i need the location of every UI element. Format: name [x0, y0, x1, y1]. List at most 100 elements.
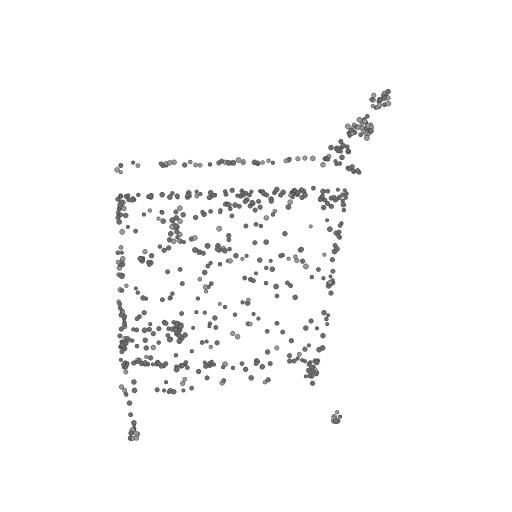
point	[181, 388, 186, 393]
point	[115, 259, 121, 265]
point	[203, 363, 209, 369]
point	[229, 187, 235, 193]
point	[253, 222, 259, 227]
point	[333, 159, 338, 164]
point	[126, 193, 131, 198]
point	[118, 193, 123, 198]
point	[211, 193, 216, 198]
point	[167, 230, 174, 237]
point	[338, 149, 343, 154]
point	[182, 377, 187, 382]
point	[174, 229, 180, 235]
point	[325, 218, 330, 223]
point	[178, 323, 184, 330]
point	[177, 266, 183, 272]
point	[202, 310, 207, 315]
point	[326, 313, 331, 318]
point	[264, 349, 271, 355]
point	[173, 353, 179, 358]
point	[303, 263, 309, 270]
point	[325, 200, 330, 206]
point	[115, 196, 121, 202]
point	[356, 117, 363, 123]
point	[185, 365, 190, 370]
point	[156, 216, 161, 221]
point	[264, 328, 270, 334]
point	[338, 138, 344, 145]
point	[208, 344, 213, 350]
point	[202, 284, 208, 290]
point	[226, 202, 232, 208]
point	[207, 162, 213, 167]
point	[182, 332, 188, 338]
point	[285, 280, 290, 286]
point	[266, 158, 271, 163]
point	[302, 192, 308, 199]
point	[118, 326, 124, 332]
point	[146, 326, 152, 333]
point	[287, 358, 293, 364]
point	[320, 204, 327, 211]
point	[371, 92, 377, 98]
point	[221, 378, 227, 383]
point	[204, 339, 209, 344]
point	[248, 375, 254, 381]
point	[361, 128, 366, 134]
point	[338, 414, 343, 419]
point	[115, 250, 121, 256]
point	[175, 235, 180, 240]
point	[302, 155, 308, 161]
point	[209, 359, 214, 364]
point	[364, 135, 370, 141]
point	[170, 291, 175, 296]
point	[306, 367, 311, 373]
point	[261, 190, 267, 197]
point	[187, 159, 193, 165]
point	[217, 261, 223, 267]
point	[233, 252, 239, 259]
point	[285, 204, 292, 210]
point	[133, 228, 138, 234]
point	[267, 361, 273, 367]
point	[258, 223, 264, 229]
point	[156, 340, 161, 345]
point	[333, 146, 339, 152]
point	[114, 167, 120, 173]
point	[324, 316, 329, 322]
point	[278, 253, 284, 259]
point	[159, 297, 165, 303]
point	[306, 343, 311, 348]
point	[197, 276, 203, 282]
point	[130, 338, 135, 343]
point	[171, 320, 176, 325]
point	[263, 280, 269, 286]
point	[185, 192, 191, 198]
point	[133, 286, 138, 291]
point	[135, 163, 141, 168]
point	[325, 156, 331, 162]
point	[370, 103, 375, 109]
point	[268, 198, 274, 204]
point	[164, 380, 169, 385]
point	[183, 360, 189, 365]
point	[313, 359, 320, 366]
point	[156, 326, 162, 332]
point	[135, 290, 140, 295]
point	[328, 144, 334, 151]
point	[117, 301, 123, 307]
point	[264, 265, 269, 271]
point	[344, 191, 349, 196]
point	[206, 195, 212, 201]
point	[150, 362, 155, 367]
point	[222, 304, 228, 310]
point	[251, 311, 256, 317]
point	[242, 198, 248, 205]
point	[336, 229, 342, 235]
point	[214, 340, 220, 346]
point	[194, 310, 199, 315]
point	[156, 360, 162, 366]
point	[381, 95, 388, 101]
point	[290, 195, 295, 200]
point	[141, 327, 148, 334]
point	[127, 435, 132, 441]
